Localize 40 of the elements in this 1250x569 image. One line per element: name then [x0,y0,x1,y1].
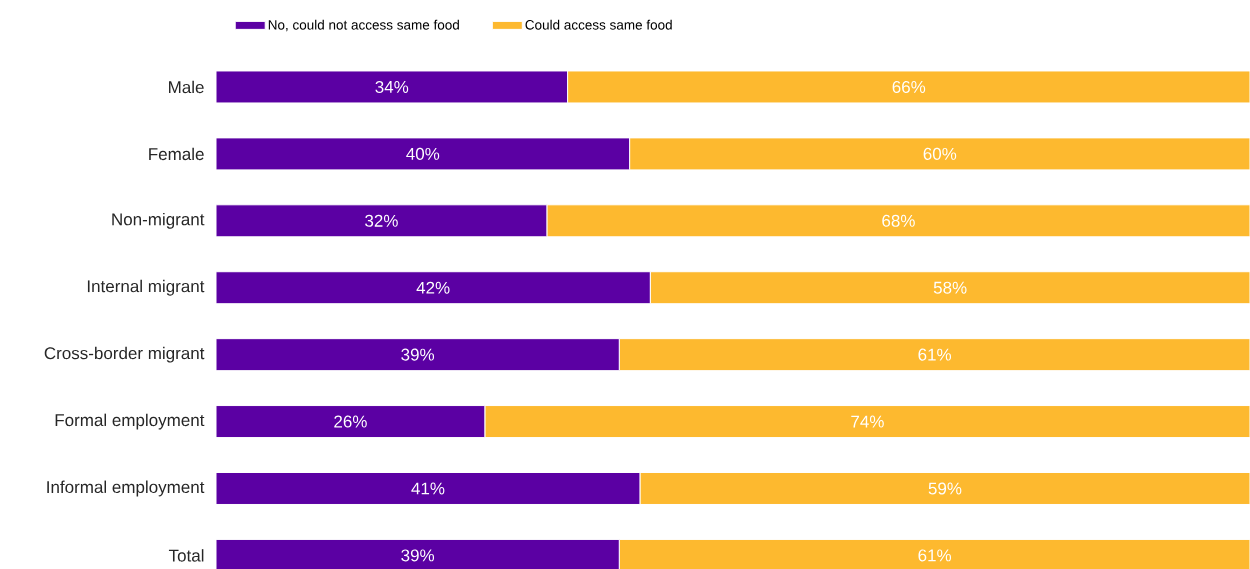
bar [629,137,1250,171]
y-tick-label: Male [169,80,204,94]
bar [215,204,548,238]
data-label: 32% [365,214,398,227]
data-label: 61% [918,549,952,562]
bar [215,137,631,171]
data-label: 61% [918,348,952,361]
bar [618,338,1250,372]
data-label: 42% [416,281,450,294]
data-label: 58% [933,281,967,294]
data-label: 66% [892,80,926,93]
bar [215,471,641,505]
legend-label: No, could not access same food [268,19,459,32]
y-tick-label: Cross-border migrant [44,346,205,363]
data-label: 26% [334,415,367,428]
bar [567,70,1250,104]
y-tick-label: Non-migrant [112,212,205,229]
y-tick-label: Internal migrant [87,279,205,296]
data-label: 39% [401,549,435,562]
y-tick-label: Total [168,549,204,562]
legend-label: Could access same food [525,19,672,30]
bar [215,405,486,439]
data-label: 39% [401,348,435,361]
bar [639,471,1250,505]
data-label: 74% [851,415,884,428]
bar [649,271,1250,305]
data-label: 68% [882,214,915,227]
y-tick-label: Female [149,147,204,161]
bar [215,70,569,104]
data-label: 40% [406,147,440,160]
bar [215,271,651,305]
y-tick-label: Formal employment [55,413,205,430]
data-label: 60% [923,147,957,160]
data-label: 41% [411,482,445,495]
bar [215,338,620,372]
bar [546,204,1250,238]
data-label: 34% [375,80,409,93]
data-label: 59% [928,482,962,495]
y-tick-label: Informal employment [47,480,205,497]
bar [484,405,1250,439]
